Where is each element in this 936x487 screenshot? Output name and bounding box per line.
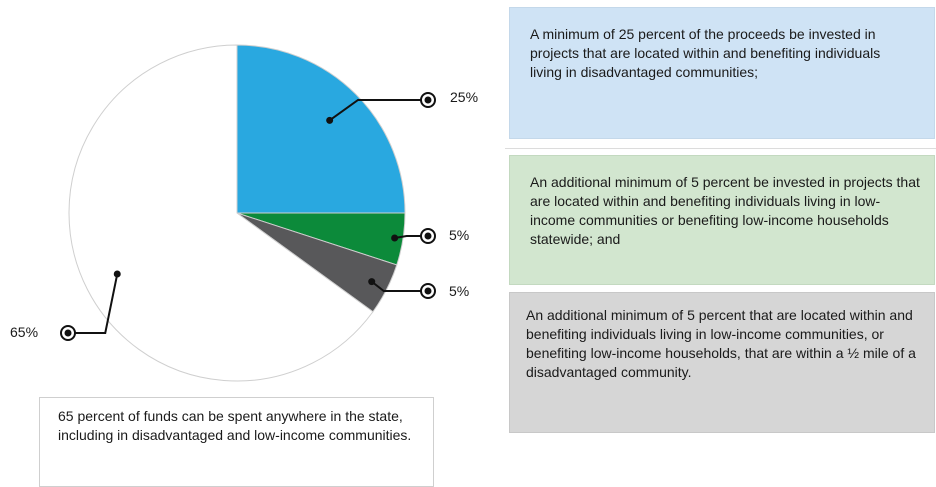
leader-65 xyxy=(60,270,121,341)
slice-label-5-green: 5% xyxy=(449,227,470,243)
leader-25 xyxy=(326,92,436,124)
annotation-anywhere-65: 65 percent of funds can be spent anywher… xyxy=(39,397,434,487)
pie-slice-65 xyxy=(68,44,374,382)
divider xyxy=(505,148,936,149)
leader-5-green xyxy=(391,228,436,244)
pie-slice-25 xyxy=(236,44,406,214)
slice-label-25: 25% xyxy=(450,89,479,105)
annotation-half-mile-5: An additional minimum of 5 percent that … xyxy=(509,292,935,433)
annotation-low-income-5: An additional minimum of 5 percent be in… xyxy=(509,155,935,285)
slice-label-65: 65% xyxy=(10,324,39,340)
annotation-disadvantaged-25: A minimum of 25 percent of the proceeds … xyxy=(509,7,935,139)
slice-label-5-gray: 5% xyxy=(449,283,470,299)
pie-chart xyxy=(60,44,436,382)
leader-5-gray xyxy=(368,278,436,299)
